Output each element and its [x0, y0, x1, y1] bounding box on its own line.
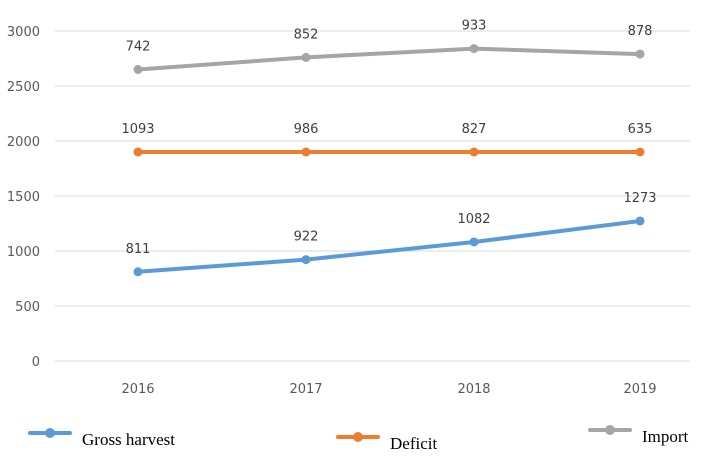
data-labels: 811 922 1082 1273 1093 986 827 635 742 852 933 878 [121, 19, 656, 257]
data-label-deficit: 1093 [121, 122, 154, 137]
legend-item-import: Import [588, 425, 689, 446]
y-tick-label: 0 [32, 355, 40, 370]
data-point-gross-harvest [133, 267, 143, 277]
y-tick-label: 1000 [7, 245, 40, 260]
data-point-deficit [635, 147, 645, 157]
data-point-import [301, 52, 311, 62]
x-tick-label: 2016 [121, 382, 154, 397]
data-label-gross-harvest: 1082 [457, 212, 490, 227]
data-label-gross-harvest: 1273 [623, 191, 656, 206]
data-point-gross-harvest [635, 216, 645, 226]
legend-label-gross-harvest: Gross harvest [82, 430, 175, 449]
y-tick-label: 2000 [7, 135, 40, 150]
data-point-gross-harvest [301, 255, 311, 265]
data-point-import [469, 44, 479, 54]
series-lines [133, 44, 645, 277]
legend-marker-deficit [353, 432, 363, 442]
y-tick-label: 500 [15, 300, 40, 315]
data-point-deficit [301, 147, 311, 157]
data-label-gross-harvest: 811 [126, 242, 151, 257]
legend-item-deficit: Deficit [336, 432, 437, 453]
y-tick-label: 2500 [7, 80, 40, 95]
data-label-import: 852 [294, 27, 319, 42]
series-line-import [136, 46, 642, 72]
gridlines [55, 30, 690, 362]
legend-item-gross-harvest: Gross harvest [28, 428, 175, 449]
data-label-gross-harvest: 922 [294, 230, 319, 245]
data-label-deficit: 635 [628, 122, 653, 137]
x-tick-label: 2017 [289, 382, 322, 397]
legend-marker-gross-harvest [45, 428, 55, 438]
data-point-import [635, 49, 645, 59]
x-tick-label: 2018 [457, 382, 490, 397]
data-label-import: 742 [126, 40, 151, 55]
data-point-deficit [469, 147, 479, 157]
data-label-deficit: 827 [462, 122, 487, 137]
data-point-gross-harvest [469, 237, 479, 247]
legend-marker-import [605, 425, 615, 435]
y-tick-label: 1500 [7, 190, 40, 205]
x-tick-label: 2019 [623, 382, 656, 397]
x-axis-ticks: 2016 2017 2018 2019 [121, 382, 656, 397]
data-label-deficit: 986 [294, 122, 319, 137]
data-point-deficit [133, 147, 143, 157]
series-line-gross-harvest [136, 218, 642, 274]
legend-label-deficit: Deficit [390, 434, 437, 453]
y-axis-ticks: 0 500 1000 1500 2000 2500 3000 [7, 25, 40, 370]
data-label-import: 878 [628, 24, 653, 39]
y-tick-label: 3000 [7, 25, 40, 40]
legend: Gross harvest Deficit Import [28, 425, 689, 453]
data-label-import: 933 [462, 19, 487, 34]
data-point-import [133, 65, 143, 74]
legend-label-import: Import [642, 427, 689, 446]
